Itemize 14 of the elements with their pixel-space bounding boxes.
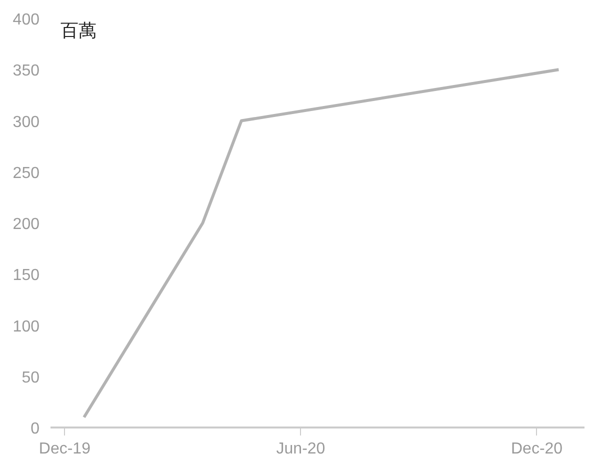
y-tick-label: 200: [12, 216, 40, 233]
y-tick-label: 50: [22, 369, 40, 386]
y-tick-label: 250: [12, 164, 40, 182]
x-tick-label: Jun-20: [276, 440, 326, 458]
y-tick-label: 350: [12, 62, 40, 80]
x-tick-label: Dec-19: [38, 440, 91, 458]
x-tick-label: Dec-20: [510, 440, 563, 458]
line-series: [82, 68, 560, 419]
y-tick-label: 400: [12, 12, 40, 28]
y-axis-title: 百萬: [60, 20, 96, 42]
y-tick-label: 300: [12, 114, 40, 131]
y-tick-label: 150: [12, 267, 40, 284]
y-tick-label: 100: [12, 318, 40, 336]
y-tick-label: 0: [30, 420, 40, 438]
